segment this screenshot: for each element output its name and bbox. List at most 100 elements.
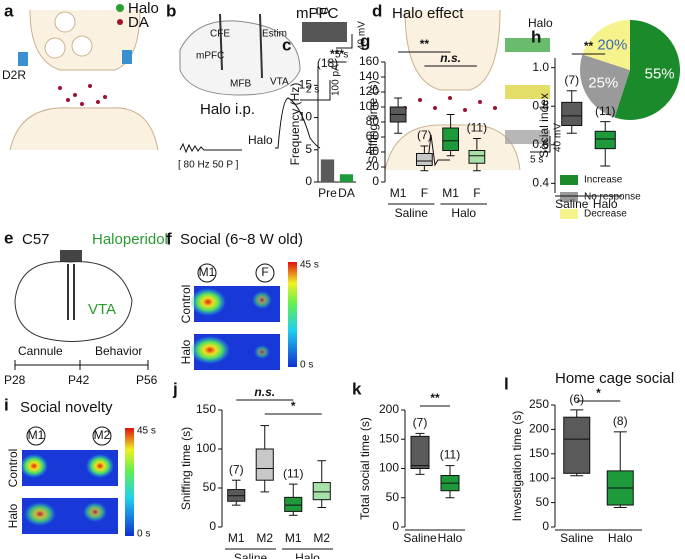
x-tick-label: M2 <box>313 531 330 545</box>
label: CFE <box>210 29 230 40</box>
box <box>468 150 486 164</box>
legend-label: DA <box>128 14 149 31</box>
spike-train <box>302 22 347 42</box>
n-label: (11) <box>283 466 303 480</box>
significance-label: *** <box>330 47 344 61</box>
y-tick-label: 50 <box>203 480 217 494</box>
y-tick-label: 0 <box>305 174 312 188</box>
panel-letter: k <box>352 379 362 398</box>
pie-slice <box>614 20 680 120</box>
heat-spot <box>83 502 107 522</box>
legend-swatch <box>560 209 578 219</box>
y-axis-label: Social index <box>537 93 551 158</box>
heat-spot <box>190 288 226 316</box>
x-tick-label: M1 <box>390 186 407 200</box>
y-tick-label: 0.6 <box>532 137 549 151</box>
legend-label: Decrease <box>584 209 627 220</box>
row-label: Control <box>6 449 20 488</box>
y-tick-label: 80 <box>366 114 380 128</box>
scale-label: 100 pA <box>331 64 342 96</box>
label: mPFC <box>196 51 224 62</box>
y-tick-label: 15 <box>299 78 313 92</box>
scale-label: 5 s <box>335 50 348 61</box>
target: M2 <box>94 428 111 442</box>
legend-label: Increase <box>584 175 623 186</box>
target-ring <box>255 263 275 283</box>
presynapse <box>404 9 501 91</box>
y-tick-label: 100 <box>196 441 216 455</box>
colorbar-label: 45 s <box>300 260 319 271</box>
y-tick-label: 150 <box>379 431 399 445</box>
y-tick-label: 250 <box>529 397 549 411</box>
legend-dot <box>116 4 124 12</box>
trace <box>505 130 550 144</box>
row-label: Halo <box>179 339 193 364</box>
row-label: Halo <box>6 503 20 528</box>
y-axis-label: Frequency (Hz) <box>288 83 302 166</box>
scale-bar <box>530 136 551 153</box>
heat-spot <box>20 454 48 478</box>
panel-title: Social novelty <box>20 399 113 416</box>
colorbar-label: 0 s <box>300 360 313 371</box>
x-tick-label: Halo <box>593 197 618 211</box>
heat-spot <box>252 291 272 309</box>
timeline-label: P56 <box>136 373 158 387</box>
panel-letter: d <box>372 1 382 20</box>
colorbar <box>125 428 134 536</box>
y-tick-label: 160 <box>359 54 379 68</box>
y-tick-label: 100 <box>379 461 399 475</box>
n-label: (11) <box>595 104 615 118</box>
x-tick-label: Saline <box>560 531 594 545</box>
panel-letter: j <box>172 379 178 398</box>
box <box>416 153 433 166</box>
box <box>442 127 459 151</box>
chart-title: Halo effect <box>392 5 464 22</box>
panel-letter: l <box>504 374 509 393</box>
chart-title: Home cage social <box>555 370 674 387</box>
trace-label: Halo <box>528 16 553 30</box>
x-tick-label: DA <box>338 186 355 200</box>
target-ring <box>92 426 112 446</box>
n-label: (7) <box>413 416 428 430</box>
strain: C57 <box>22 231 50 248</box>
group-label: Halo <box>451 206 476 220</box>
y-tick-label: 200 <box>529 422 549 436</box>
pie-slice <box>582 20 630 70</box>
legend-swatch <box>560 192 578 202</box>
group-label: Halo <box>295 551 320 559</box>
value-label: 55% <box>645 66 675 83</box>
x-tick-label: M1 <box>228 531 245 545</box>
scale-label: 2 s <box>306 85 319 96</box>
y-tick-label: 50 <box>386 490 400 504</box>
stim-label: [ 80 Hz 50 P ] <box>178 160 239 171</box>
panel-letter: g <box>360 31 370 50</box>
label: Estim <box>262 29 287 40</box>
x-tick-label: M2 <box>256 531 273 545</box>
box <box>563 416 591 474</box>
significance-label: ** <box>420 37 430 51</box>
significance-label: n.s. <box>440 51 461 65</box>
target-ring <box>26 426 46 446</box>
y-axis-label: Sniffing time (s) <box>179 427 193 510</box>
colorbar-label: 0 s <box>137 529 150 540</box>
receptor-label: D2R <box>2 68 26 82</box>
value-label: 25% <box>588 75 618 92</box>
y-tick-label: 140 <box>359 69 379 83</box>
target-ring <box>197 263 217 283</box>
panel-f: f Social (6~8 W old) M1 F Control Halo 4… <box>166 229 319 370</box>
heat-spot <box>24 502 56 526</box>
pie-slice <box>580 54 630 118</box>
panel-letter: c <box>282 35 291 54</box>
target: F <box>261 265 268 279</box>
colorbar-label: 45 s <box>137 426 156 437</box>
legend-swatch <box>560 175 578 185</box>
y-tick-label: 150 <box>529 446 549 460</box>
trace <box>505 85 550 99</box>
x-tick-label: Pre <box>318 186 337 200</box>
scale-label: 40 mV <box>553 123 564 152</box>
y-tick-label: 0 <box>392 519 399 533</box>
target: M1 <box>199 265 216 279</box>
panel-letter: f <box>166 229 172 248</box>
brain-sagittal <box>179 20 301 96</box>
panel-i: i Social novelty M1 M2 Control Halo 45 s… <box>4 395 156 539</box>
